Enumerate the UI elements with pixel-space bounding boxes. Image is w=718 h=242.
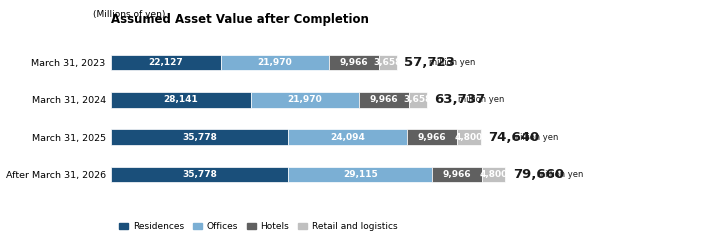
Bar <box>457 129 480 145</box>
Text: million yen: million yen <box>537 170 584 179</box>
Text: million yen: million yen <box>429 58 475 67</box>
Bar <box>251 92 359 108</box>
Bar <box>359 92 409 108</box>
Bar <box>409 92 426 108</box>
Text: Assumed Asset Value after Completion: Assumed Asset Value after Completion <box>111 13 369 26</box>
Text: 9,966: 9,966 <box>340 58 368 67</box>
Text: 4,800: 4,800 <box>454 133 482 142</box>
Text: 35,778: 35,778 <box>182 170 218 179</box>
Text: 9,966: 9,966 <box>418 133 447 142</box>
Legend: Residences, Offices, Hotels, Retail and logistics: Residences, Offices, Hotels, Retail and … <box>116 219 401 235</box>
Bar <box>220 55 330 70</box>
Bar <box>111 129 289 145</box>
Text: 63,737: 63,737 <box>434 93 485 106</box>
Bar <box>379 55 397 70</box>
Bar <box>330 55 379 70</box>
Text: 24,094: 24,094 <box>330 133 365 142</box>
Text: (Millions of yen): (Millions of yen) <box>93 10 166 19</box>
Bar <box>289 129 408 145</box>
Bar <box>111 92 251 108</box>
Text: 21,970: 21,970 <box>287 95 322 105</box>
Text: 29,115: 29,115 <box>343 170 378 179</box>
Text: 4,800: 4,800 <box>480 170 508 179</box>
Bar <box>408 129 457 145</box>
Text: 22,127: 22,127 <box>149 58 183 67</box>
Bar <box>111 167 289 182</box>
Bar <box>289 167 432 182</box>
Text: 74,640: 74,640 <box>488 131 539 144</box>
Text: 3,658: 3,658 <box>404 95 432 105</box>
Text: 35,778: 35,778 <box>182 133 218 142</box>
Text: million yen: million yen <box>458 95 505 105</box>
Text: 3,658: 3,658 <box>373 58 402 67</box>
Text: 9,966: 9,966 <box>370 95 398 105</box>
Text: 9,966: 9,966 <box>443 170 471 179</box>
Text: 21,970: 21,970 <box>258 58 292 67</box>
Text: 28,141: 28,141 <box>164 95 198 105</box>
Bar <box>482 167 505 182</box>
Text: million yen: million yen <box>512 133 559 142</box>
Bar <box>432 167 482 182</box>
Text: 79,660: 79,660 <box>513 168 564 181</box>
Text: 57,723: 57,723 <box>404 56 455 69</box>
Bar <box>111 55 220 70</box>
